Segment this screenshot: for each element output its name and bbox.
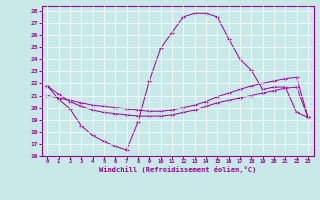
X-axis label: Windchill (Refroidissement éolien,°C): Windchill (Refroidissement éolien,°C) (99, 166, 256, 173)
